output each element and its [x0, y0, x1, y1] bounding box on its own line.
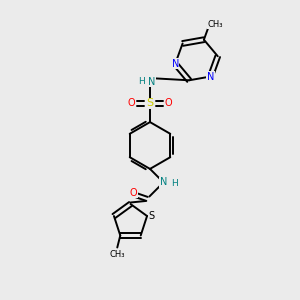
Text: H: H — [172, 179, 178, 188]
Text: O: O — [165, 98, 172, 109]
Text: H: H — [138, 77, 145, 86]
Text: S: S — [148, 211, 154, 221]
Text: N: N — [172, 59, 179, 69]
Text: O: O — [130, 188, 137, 198]
Text: N: N — [148, 77, 155, 87]
Text: S: S — [146, 98, 154, 109]
Text: N: N — [160, 177, 167, 188]
Text: CH₃: CH₃ — [110, 250, 125, 259]
Text: O: O — [128, 98, 135, 109]
Text: CH₃: CH₃ — [208, 20, 224, 28]
Text: N: N — [207, 71, 214, 82]
